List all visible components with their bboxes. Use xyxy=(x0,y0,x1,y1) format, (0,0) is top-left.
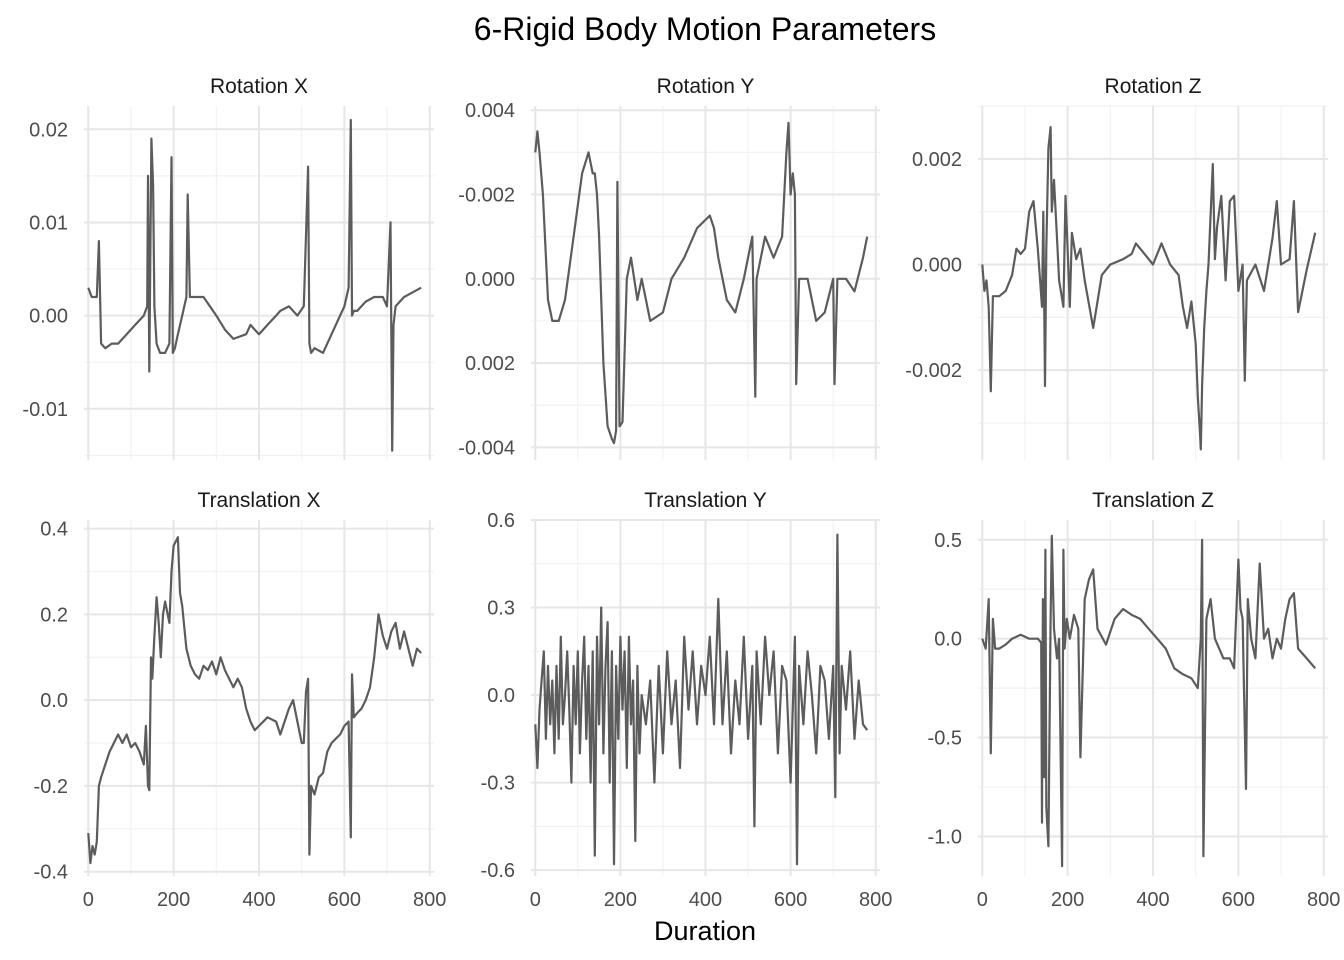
series-line xyxy=(534,533,869,866)
series-line xyxy=(981,125,1317,451)
x-tick-label: 200 xyxy=(604,889,637,911)
y-tick-label: 0.4 xyxy=(40,519,68,541)
x-tick-label: 0 xyxy=(977,889,988,911)
y-tick-label: 0.0 xyxy=(934,629,962,651)
y-tick-label: -0.3 xyxy=(481,773,515,795)
panel-title: Rotation X xyxy=(210,75,308,98)
y-tick-label: -0.5 xyxy=(928,728,962,750)
x-axis-label: Duration xyxy=(654,916,756,946)
y-tick-label: 0.3 xyxy=(487,598,515,620)
y-tick-label: 0.002 xyxy=(912,149,962,171)
y-tick-label: 0.00 xyxy=(29,306,68,328)
panel-2: Rotation Z -0.002 0.000 0.002 xyxy=(905,75,1328,460)
y-tick-label: 0.02 xyxy=(29,119,68,141)
x-tick-label: 600 xyxy=(1222,889,1255,911)
y-tick-label: -0.6 xyxy=(481,860,515,882)
y-tick-label: 0.000 xyxy=(465,269,515,291)
y-tick-label: 0.2 xyxy=(40,604,68,626)
chart-title: 6-Rigid Body Motion Parameters xyxy=(474,11,936,47)
x-tick-label: 800 xyxy=(413,889,446,911)
y-tick-label: -0.002 xyxy=(458,185,515,207)
y-tick-label: -1.0 xyxy=(928,826,962,848)
y-tick-label: -0.2 xyxy=(34,776,68,798)
x-tick-label: 0 xyxy=(530,889,541,911)
series-line xyxy=(534,121,869,445)
x-tick-label: 800 xyxy=(1307,889,1340,911)
x-tick-label: 400 xyxy=(689,889,722,911)
panel-3: Translation X -0.4 -0.2 0.0 0.2 0.4 0 200 400 600… xyxy=(34,489,447,911)
panel-title: Translation X xyxy=(198,489,321,512)
y-tick-label: -0.4 xyxy=(34,862,68,884)
y-tick-label: 0.5 xyxy=(934,530,962,552)
x-tick-label: 0 xyxy=(83,889,94,911)
panel-title: Translation Y xyxy=(644,489,767,512)
panel-1: Rotation Y -0.004 0.002 0.000 -0.002 0.004 xyxy=(458,75,880,460)
series-line xyxy=(87,536,422,865)
y-tick-label: 0.004 xyxy=(465,100,515,122)
x-tick-label: 400 xyxy=(242,889,275,911)
x-tick-label: 600 xyxy=(328,889,361,911)
panel-5: Translation Z -1.0 -0.5 0.0 0.5 0 200 400 600 800 xyxy=(928,489,1341,911)
y-tick-label: 0.0 xyxy=(40,690,68,712)
x-tick-label: 200 xyxy=(1051,889,1084,911)
series-line xyxy=(87,118,422,452)
panel-title: Rotation Z xyxy=(1105,75,1202,98)
y-tick-label: -0.01 xyxy=(22,399,68,421)
x-tick-label: 400 xyxy=(1136,889,1169,911)
y-tick-label: 0.6 xyxy=(487,510,515,532)
y-tick-label: 0.01 xyxy=(29,212,68,234)
x-tick-label: 200 xyxy=(157,889,190,911)
y-tick-label: 0.002 xyxy=(465,353,515,375)
x-tick-label: 600 xyxy=(774,889,807,911)
panel-0: Rotation X -0.01 0.00 0.01 0.02 xyxy=(22,75,434,460)
panel-title: Rotation Y xyxy=(657,75,755,98)
panel-4: Translation Y -0.6 -0.3 0.0 0.3 0.6 0 200 400 600… xyxy=(481,489,893,911)
series-line xyxy=(981,534,1317,868)
y-tick-label: 0.0 xyxy=(487,685,515,707)
y-tick-label: -0.002 xyxy=(905,360,962,382)
y-tick-label: -0.004 xyxy=(458,437,515,459)
y-tick-label: 0.000 xyxy=(912,255,962,277)
panel-title: Translation Z xyxy=(1092,489,1214,512)
x-tick-label: 800 xyxy=(859,889,892,911)
